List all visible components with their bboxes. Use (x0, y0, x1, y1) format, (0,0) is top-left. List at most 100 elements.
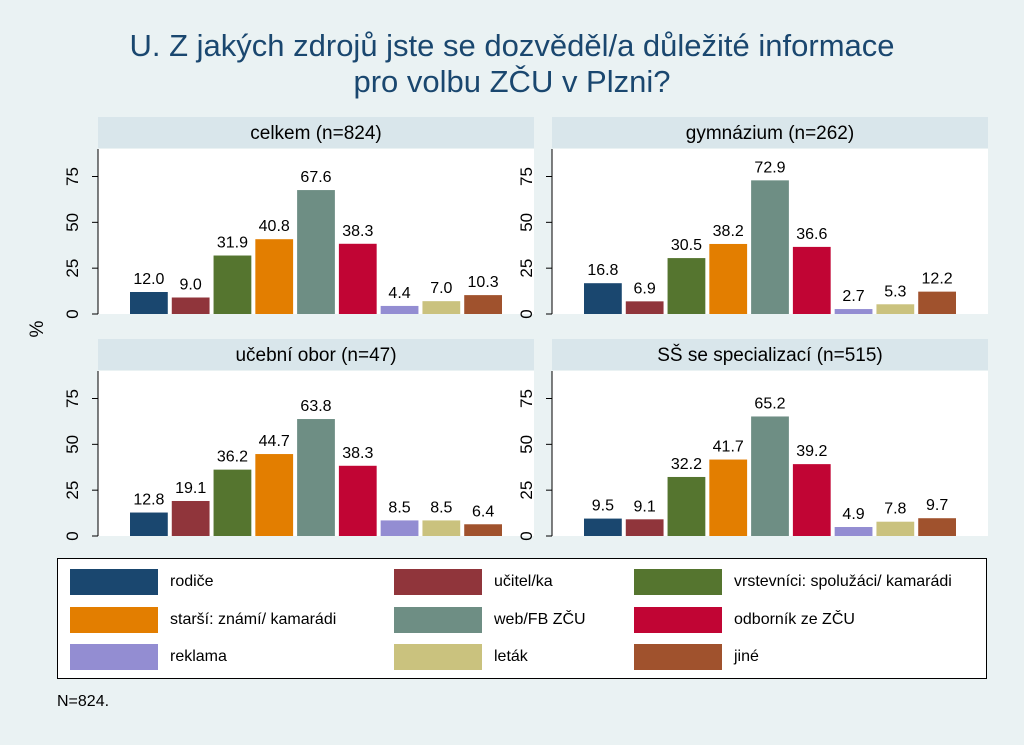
bar-3 (213, 255, 252, 314)
y-tick-label: 50 (517, 213, 536, 232)
data-label: 38.3 (342, 445, 373, 462)
data-label: 65.2 (754, 395, 785, 412)
bar-1 (130, 292, 168, 314)
bar-4 (255, 239, 294, 314)
legend-label: vrstevníci: spolužáci/ kamarádi (734, 573, 952, 590)
data-label: 10.3 (468, 274, 499, 291)
data-label: 6.4 (472, 503, 494, 520)
y-tick-label: 0 (63, 309, 82, 318)
data-label: 19.1 (175, 480, 206, 497)
bar-7 (380, 305, 419, 314)
legend-swatch (634, 569, 722, 595)
chart-title: U. Z jakých zdrojů jste se dozvěděl/a dů… (0, 28, 1024, 100)
data-label: 41.7 (713, 439, 744, 456)
legend-label: učitel/ka (494, 573, 553, 590)
bar-8 (422, 520, 461, 536)
data-label: 63.8 (300, 398, 331, 415)
data-label: 36.6 (796, 226, 827, 243)
bar-7 (834, 527, 873, 536)
legend-label: web/FB ZČU (494, 611, 586, 628)
legend-swatch (70, 644, 158, 670)
legend-label: odborník ze ZČU (734, 611, 855, 628)
legend-swatch (70, 569, 158, 595)
y-tick-label: 0 (63, 531, 82, 540)
data-label: 5.3 (884, 283, 906, 300)
legend-label: jiné (734, 648, 759, 665)
legend-item: reklama (70, 643, 227, 671)
data-label: 9.0 (180, 277, 202, 294)
legend-item: odborník ze ZČU (634, 606, 855, 634)
data-label: 7.8 (884, 501, 906, 518)
bar-3 (213, 469, 252, 536)
bar-7 (380, 520, 419, 536)
y-tick-label: 75 (63, 167, 82, 186)
bar-8 (876, 521, 915, 536)
bar-3 (667, 258, 706, 314)
legend-label: leták (494, 648, 528, 665)
y-tick-label: 75 (63, 389, 82, 408)
bar-1 (584, 283, 622, 314)
bar-1 (130, 512, 168, 536)
bar-2 (625, 519, 664, 536)
panel-strip (552, 339, 988, 370)
data-label: 40.8 (259, 218, 290, 235)
bar-7 (834, 309, 873, 314)
bar-9 (918, 518, 956, 536)
panel-strip (552, 117, 988, 148)
legend-item: jiné (634, 643, 759, 671)
y-tick-label: 50 (517, 435, 536, 454)
panel-title: SŠ se specializací (n=515) (657, 344, 882, 366)
bar-8 (422, 301, 461, 314)
y-tick-label: 75 (517, 389, 536, 408)
data-label: 4.4 (388, 285, 410, 302)
data-label: 39.2 (796, 443, 827, 460)
panel-3: učební obor (n=47) 0 25 50 75 12.8 19.1 36.2 44.… (63, 339, 534, 541)
legend-label: starší: známí/ kamarádi (170, 611, 337, 628)
data-label: 38.2 (713, 223, 744, 240)
data-label: 4.9 (842, 506, 864, 523)
y-tick-label: 50 (63, 435, 82, 454)
data-label: 32.2 (671, 456, 702, 473)
legend-item: starší: známí/ kamarádi (70, 606, 336, 634)
bar-4 (709, 243, 748, 314)
legend-swatch (634, 607, 722, 633)
bar-5 (751, 180, 789, 314)
y-tick-label: 75 (517, 167, 536, 186)
bar-6 (338, 465, 377, 536)
legend-item: vrstevníci: spolužáci/ kamarádi (634, 568, 952, 596)
legend: rodiče učitel/ka vrstevníci: spolužáci/ ka… (57, 558, 987, 679)
legend-swatch (70, 607, 158, 633)
panel-title: celkem (n=824) (250, 123, 381, 144)
bar-9 (464, 295, 502, 314)
bar-6 (338, 243, 377, 314)
y-tick-label: 0 (517, 309, 536, 318)
panel-title: učební obor (n=47) (235, 345, 396, 366)
data-label: 8.5 (430, 499, 452, 516)
panel-2: gymnázium (n=262) 0 25 50 75 16.8 6.9 30.5 38.2 7… (517, 117, 988, 319)
legend-label: reklama (170, 648, 227, 665)
y-tick-label: 25 (517, 259, 536, 278)
bar-6 (792, 464, 831, 536)
y-tick-label: 25 (63, 481, 82, 500)
bar-9 (918, 291, 956, 314)
bar-6 (792, 246, 831, 314)
legend-swatch (394, 644, 482, 670)
y-tick-label: 25 (63, 259, 82, 278)
legend-label: rodiče (170, 573, 214, 590)
data-label: 2.7 (842, 288, 864, 305)
data-label: 30.5 (671, 237, 702, 254)
legend-item: web/FB ZČU (394, 606, 586, 634)
data-label: 6.9 (634, 280, 656, 297)
y-tick-label: 50 (63, 213, 82, 232)
data-label: 38.3 (342, 223, 373, 240)
bar-2 (171, 297, 210, 314)
data-label: 67.6 (300, 169, 331, 186)
data-label: 12.8 (133, 492, 164, 509)
panel-strip (98, 117, 534, 148)
panel-4: SŠ se specializací (n=515) 0 25 50 75 9.5 9.1 3… (517, 339, 988, 541)
data-label: 12.2 (922, 271, 953, 288)
bar-4 (255, 454, 294, 536)
bar-8 (876, 304, 915, 314)
legend-item: učitel/ka (394, 568, 553, 596)
